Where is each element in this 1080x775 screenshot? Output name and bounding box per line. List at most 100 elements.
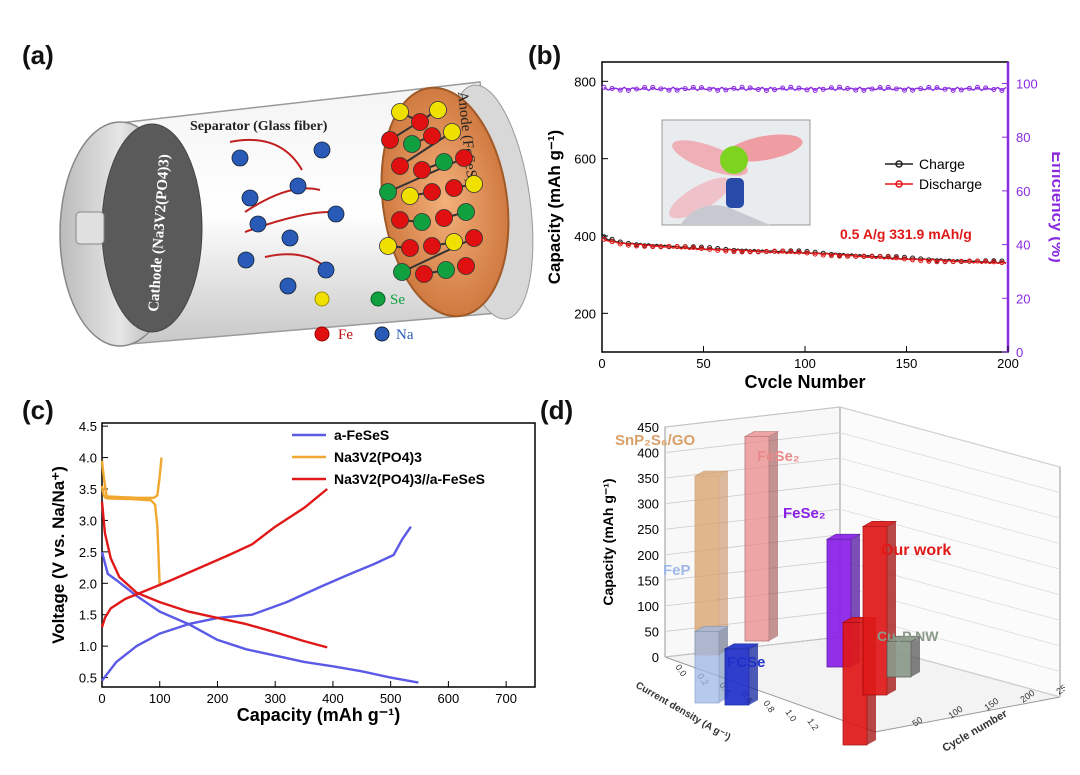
c-xtick-label: 100 bbox=[149, 691, 171, 706]
b-point-2-52 bbox=[812, 87, 818, 93]
b-point-2-58 bbox=[837, 84, 843, 90]
b-point-2-72 bbox=[893, 86, 899, 92]
b-point-2-92 bbox=[975, 84, 981, 90]
c-ytick-label: 2.5 bbox=[79, 545, 97, 560]
b-point-1-42 bbox=[772, 248, 778, 254]
atom-fe-10 bbox=[455, 149, 473, 167]
c-legend-label-1: Na3V2(PO4)3 bbox=[334, 449, 422, 465]
cycling-chart: 0 50 100 150 200200400600800020406080100Cycl… bbox=[545, 61, 1060, 388]
atom-fe-22 bbox=[423, 237, 441, 255]
b-xtick-label: 200 bbox=[997, 356, 1019, 371]
b-point-2-2 bbox=[609, 86, 615, 92]
b-legend-marker-1 bbox=[895, 180, 903, 188]
c-x-axis-title: Capacity (mAh g⁻¹) bbox=[237, 705, 401, 725]
b-legend-marker-0 bbox=[895, 160, 903, 168]
b-point-2-24 bbox=[698, 85, 704, 91]
atom-fe-21 bbox=[401, 239, 419, 257]
na-ion-7 bbox=[237, 251, 255, 269]
b-point-1-36 bbox=[747, 249, 753, 255]
b-point-1-86 bbox=[950, 259, 956, 265]
b-point-2-56 bbox=[828, 85, 834, 91]
c-xtick-label: 400 bbox=[322, 691, 344, 706]
comparison-3d-bar-chart: 0 50 100 150 200 250 300 350 400 450 Capacity (mAh… bbox=[600, 406, 1065, 755]
d-bar-label-6: Our work bbox=[881, 542, 951, 559]
b-point-2-54 bbox=[820, 86, 826, 92]
b-y2tick-label: 80 bbox=[1016, 130, 1030, 145]
b-point-0-0 bbox=[601, 234, 607, 240]
atom-legend: Se Fe Na bbox=[314, 291, 414, 343]
b-point-2-98 bbox=[999, 87, 1005, 93]
b-point-2-82 bbox=[934, 85, 940, 91]
d-bar-label-4: FeSe₂ bbox=[783, 505, 826, 522]
b-point-2-76 bbox=[910, 87, 916, 93]
panel-label-d: (d) bbox=[540, 395, 574, 425]
b-point-2-36 bbox=[747, 85, 753, 91]
b-point-1-70 bbox=[885, 254, 891, 260]
c-ytick-label: 0.5 bbox=[79, 671, 97, 686]
atom-fe-24 bbox=[465, 229, 483, 247]
atom-fe-26 bbox=[415, 265, 433, 283]
b-point-1-26 bbox=[707, 246, 713, 252]
b-ytick-label: 400 bbox=[574, 229, 596, 244]
b-point-1-4 bbox=[617, 241, 623, 247]
d-ytick-label: 0 bbox=[652, 650, 659, 665]
c-curve-0-1 bbox=[101, 526, 412, 682]
b-point-1-58 bbox=[837, 253, 843, 259]
d-ytick-label: 450 bbox=[637, 420, 659, 435]
b-xtick-label: 100 bbox=[794, 356, 816, 371]
b-point-1-28 bbox=[715, 247, 721, 253]
c-ytick-label: 3.0 bbox=[79, 513, 97, 528]
atom-se-17 bbox=[413, 213, 431, 231]
b-point-1-52 bbox=[812, 251, 818, 257]
d-ytick-label: 50 bbox=[645, 624, 659, 639]
b-point-2-16 bbox=[666, 87, 672, 93]
b-point-2-34 bbox=[739, 84, 745, 90]
b-point-2-12 bbox=[650, 84, 656, 90]
b-point-2-80 bbox=[926, 84, 932, 90]
b-y2-axis-title: Efficiency (%) bbox=[1048, 151, 1060, 262]
c-ytick-label: 4.0 bbox=[79, 451, 97, 466]
b-point-1-6 bbox=[625, 242, 631, 248]
c-xtick-label: 700 bbox=[495, 691, 517, 706]
b-point-2-40 bbox=[763, 87, 769, 93]
atom-fe-1 bbox=[411, 113, 429, 131]
s-legend-dot bbox=[314, 291, 330, 307]
c-xtick-label: 600 bbox=[438, 691, 460, 706]
d-ytick-label: 150 bbox=[637, 573, 659, 588]
d-xtick-label: 1.2 bbox=[805, 716, 820, 732]
d-bar-0 bbox=[693, 470, 730, 656]
b-point-2-46 bbox=[788, 84, 794, 90]
d-ytick-label: 100 bbox=[637, 599, 659, 614]
b-point-1-96 bbox=[991, 259, 997, 265]
b-point-1-38 bbox=[755, 249, 761, 255]
d-bar-label-3: FCSe bbox=[727, 654, 765, 671]
c-ytick-label: 1.5 bbox=[79, 608, 97, 623]
b-point-1-10 bbox=[642, 243, 648, 249]
c-plot-frame bbox=[101, 422, 536, 688]
b-point-1-48 bbox=[796, 249, 802, 255]
b-point-1-44 bbox=[780, 248, 786, 254]
na-ions bbox=[231, 141, 345, 295]
b-point-1-50 bbox=[804, 250, 810, 256]
fe-legend-dot bbox=[314, 326, 330, 342]
b-point-1-46 bbox=[788, 249, 794, 255]
atom-fe-16 bbox=[391, 211, 409, 229]
c-xtick-label: 200 bbox=[207, 691, 229, 706]
fese-lattice bbox=[379, 101, 483, 283]
b-ytick-label: 600 bbox=[574, 152, 596, 167]
b-point-2-94 bbox=[983, 85, 989, 91]
b-point-2-64 bbox=[861, 87, 867, 93]
b-point-2-38 bbox=[755, 87, 761, 93]
panel-label-b: (b) bbox=[528, 40, 562, 70]
b-point-2-86 bbox=[950, 87, 956, 93]
na-legend-label: Na bbox=[396, 327, 414, 343]
b-point-2-90 bbox=[966, 85, 972, 91]
atom-fe-28 bbox=[457, 257, 475, 275]
d-xtick-label: 1.0 bbox=[783, 707, 798, 723]
d-gridline-side bbox=[839, 483, 1061, 545]
b-point-2-22 bbox=[690, 84, 696, 90]
d-ztick-label: 50 bbox=[910, 715, 924, 729]
b-point-2-60 bbox=[845, 85, 851, 91]
b-point-2-50 bbox=[804, 87, 810, 93]
atom-se-11 bbox=[379, 183, 397, 201]
